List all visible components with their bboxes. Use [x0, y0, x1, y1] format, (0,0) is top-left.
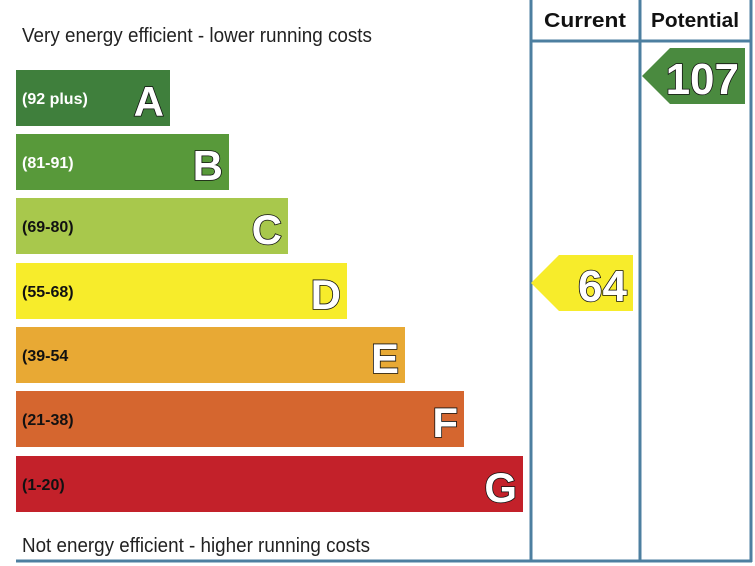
- header-potential: Potential: [651, 10, 739, 32]
- band-range-label: (55-68): [22, 284, 74, 301]
- potential-rating-value: 107: [666, 55, 739, 104]
- band-letter: B: [193, 142, 223, 189]
- band-range-label: (1-20): [22, 477, 65, 494]
- top-caption: Very energy efficient - lower running co…: [22, 25, 372, 47]
- band-b: (81-91) B: [16, 134, 229, 190]
- band-a: (92 plus) A: [16, 70, 170, 126]
- current-arrow-shape: [531, 255, 633, 311]
- band-c: (69-80) C: [16, 198, 288, 254]
- band-range-label: (69-80): [22, 219, 74, 236]
- band-letter: F: [432, 399, 458, 446]
- band-d: (55-68) D: [16, 263, 347, 319]
- band-bar: [16, 198, 288, 254]
- band-letter: G: [484, 464, 517, 511]
- band-bar: [16, 70, 170, 126]
- band-letter: D: [311, 271, 341, 318]
- band-range-label: (21-38): [22, 412, 74, 429]
- current-rating-arrow: 64: [531, 255, 633, 312]
- band-range-label: (92 plus): [22, 91, 88, 108]
- band-bar: [16, 327, 405, 383]
- band-f: (21-38) F: [16, 391, 464, 447]
- potential-arrow-shape: [642, 48, 745, 104]
- band-bar: [16, 391, 464, 447]
- band-g: (1-20) G: [16, 456, 523, 512]
- band-e: (39-54 E: [16, 327, 405, 383]
- band-range-label: (81-91): [22, 155, 74, 172]
- band-bar: [16, 456, 523, 512]
- band-letter: A: [134, 78, 164, 125]
- band-letter: E: [371, 335, 399, 382]
- band-bar: [16, 263, 347, 319]
- bottom-caption: Not energy efficient - higher running co…: [22, 535, 370, 557]
- band-bar: [16, 134, 229, 190]
- band-range-label: (39-54: [22, 348, 68, 365]
- header-current: Current: [544, 10, 626, 32]
- band-letter: C: [252, 206, 282, 253]
- potential-rating-arrow: 107: [642, 48, 745, 105]
- current-rating-value: 64: [578, 262, 627, 311]
